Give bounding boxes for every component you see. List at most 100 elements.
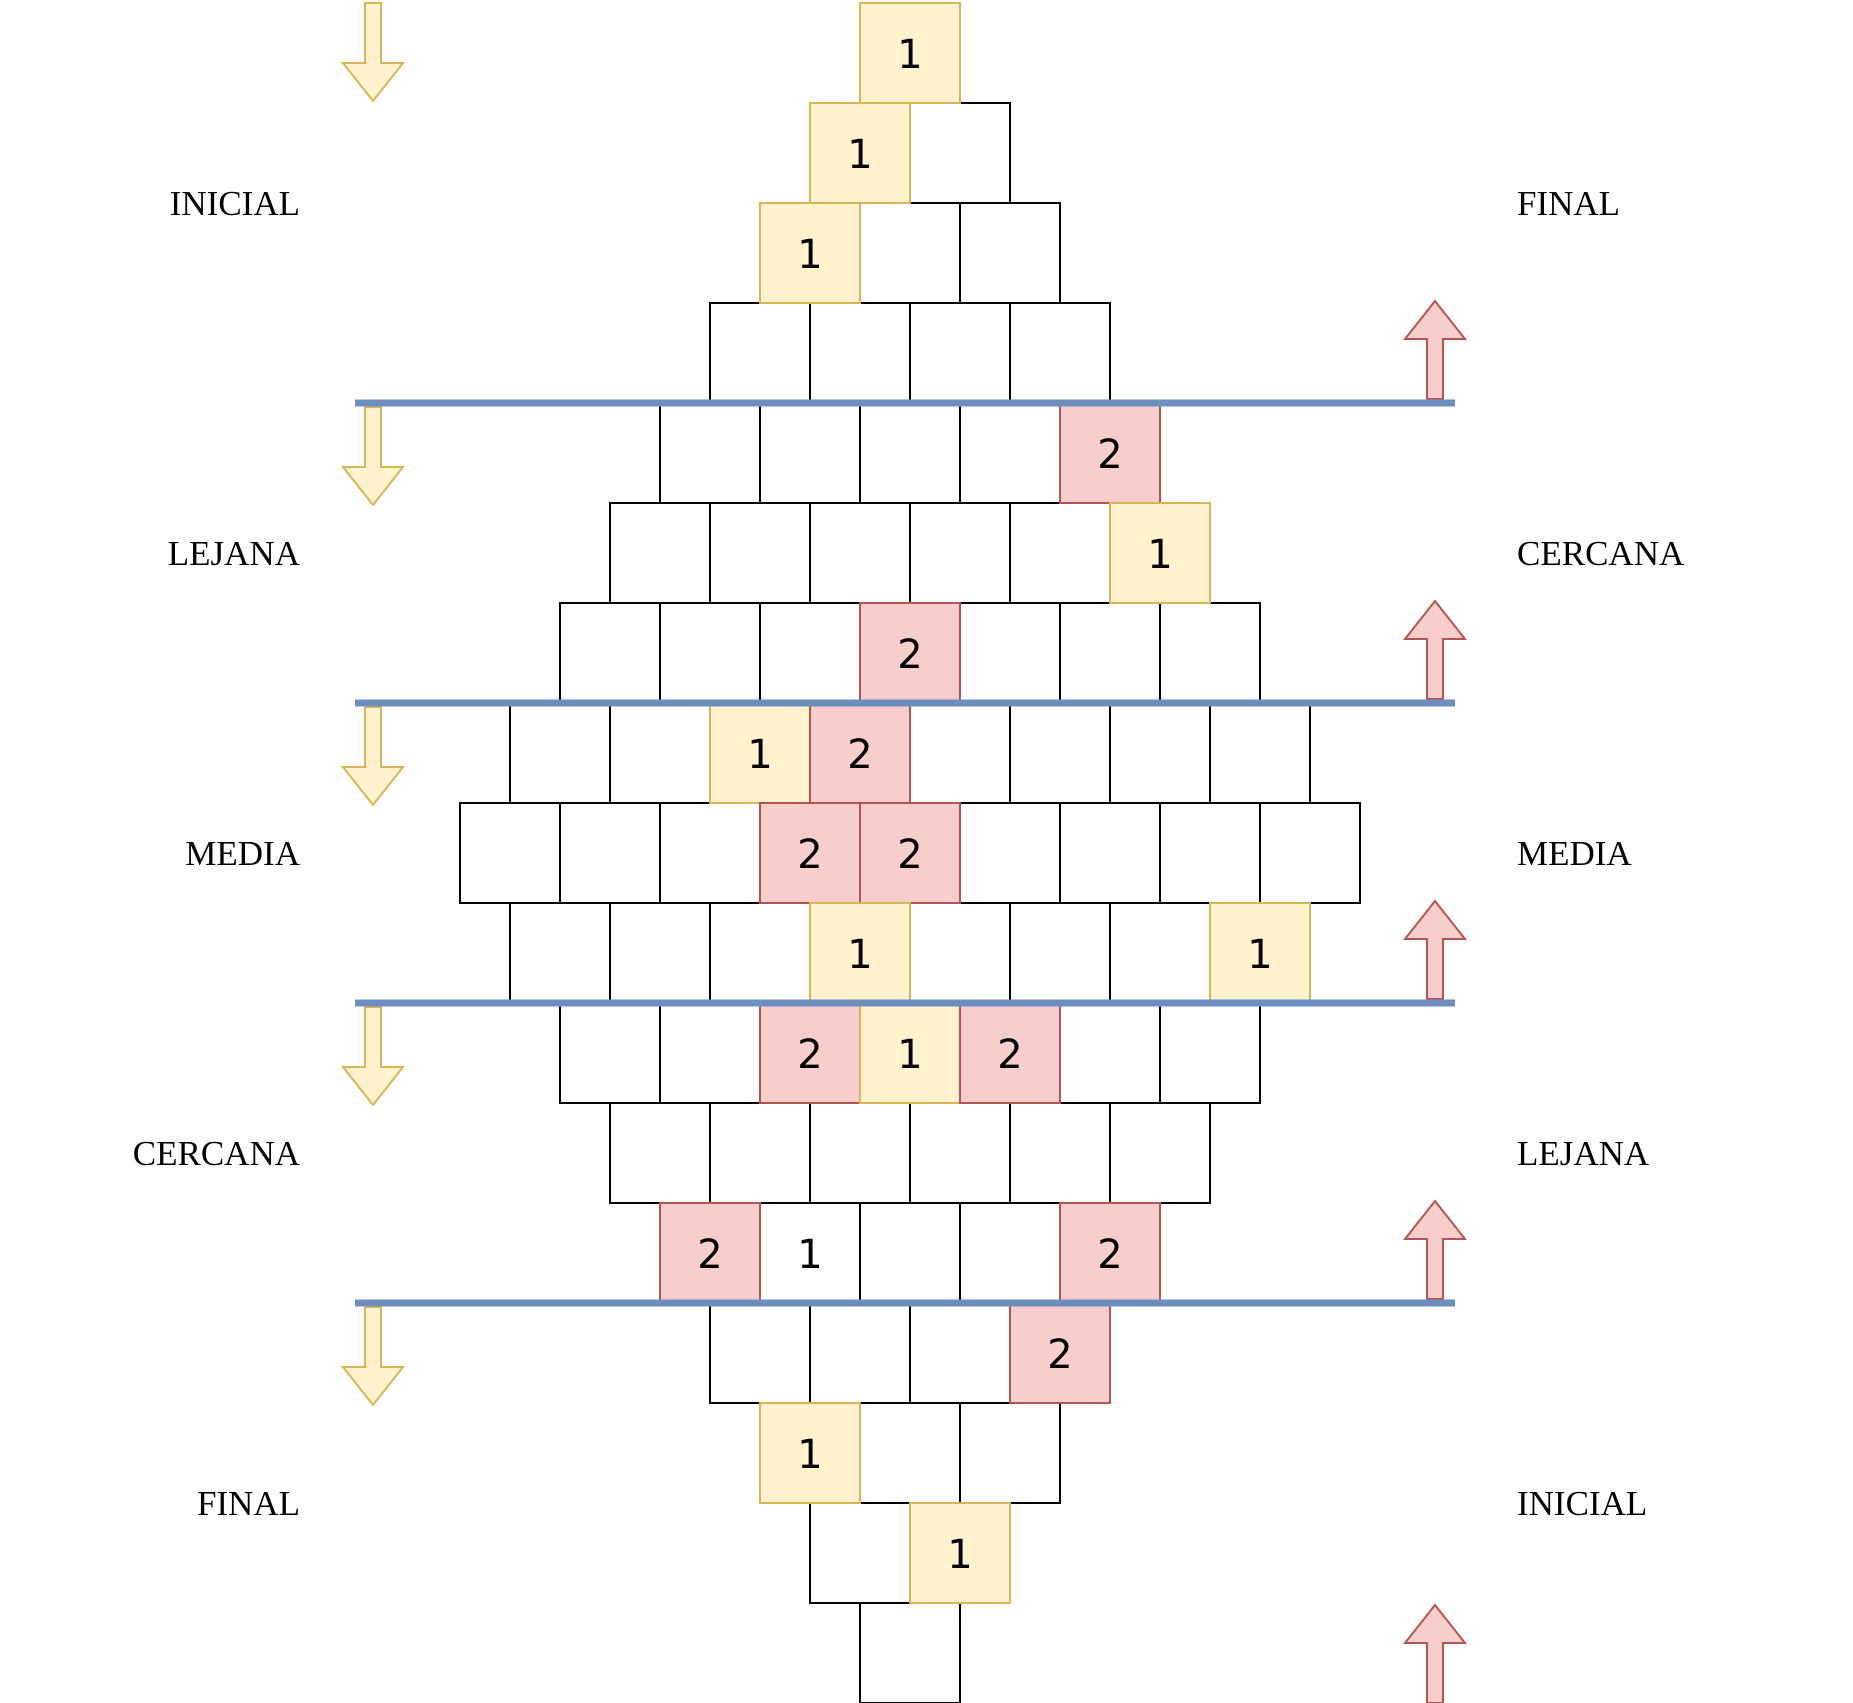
cell-box	[959, 1202, 1061, 1304]
grid-cell	[1159, 1002, 1261, 1104]
cell-box	[659, 602, 761, 704]
arrow-up-icon	[1402, 599, 1468, 700]
zone-label-right: LEJANA	[1517, 1134, 1650, 1173]
grid-cell: 2	[659, 1202, 761, 1304]
cell-value: 1	[947, 1532, 972, 1578]
cell-box	[1009, 702, 1111, 804]
cell-box	[1209, 702, 1311, 804]
cell-value: 1	[1147, 532, 1172, 578]
cell-box	[759, 202, 861, 304]
cell-box	[1059, 1202, 1161, 1304]
grid-cell	[1259, 802, 1361, 904]
cell-box	[809, 1502, 911, 1604]
cell-box	[759, 1402, 861, 1504]
grid-cell	[909, 702, 1011, 804]
cell-box	[909, 502, 1011, 604]
cell-box	[859, 802, 961, 904]
cell-box	[759, 602, 861, 704]
grid-cell: 2	[809, 702, 911, 804]
cell-box	[909, 1102, 1011, 1204]
zone-label-right: FINAL	[1517, 184, 1620, 223]
cell-box	[809, 902, 911, 1004]
grid-cell	[1059, 1002, 1161, 1104]
grid-cell	[1009, 902, 1111, 1004]
cell-box	[959, 202, 1061, 304]
grid-cell	[509, 702, 611, 804]
cell-box	[859, 1602, 961, 1703]
cell-box	[1109, 1102, 1211, 1204]
grid-cell	[809, 302, 911, 404]
cell-box	[709, 702, 811, 804]
grid-cell	[709, 1102, 811, 1204]
cell-value: 2	[1097, 432, 1122, 478]
cell-box	[659, 1202, 761, 1304]
grid-cell	[1009, 702, 1111, 804]
arrow-up-icon	[1402, 299, 1468, 400]
cell-box	[659, 1002, 761, 1104]
grid-cell	[1059, 802, 1161, 904]
cell-box	[1059, 602, 1161, 704]
grid-cell: 2	[1059, 402, 1161, 504]
cell-box	[1009, 902, 1111, 1004]
grid-cell	[1009, 502, 1111, 604]
cell-box	[1059, 1002, 1161, 1104]
cell-grid: 1 1 1 1 2 1 2 1 2 2 2 1 1 2 1 2 2 2 2 1 1	[459, 2, 1361, 1703]
cell-value: 2	[1047, 1332, 1072, 1378]
cell-box	[909, 102, 1011, 204]
right-arrows	[1402, 299, 1468, 1703]
left-zone-labels: INICIAL LEJANA MEDIA CERCANA FINAL	[133, 184, 301, 1523]
grid-cell: 1	[759, 1202, 861, 1304]
zone-label-right: INICIAL	[1517, 1484, 1647, 1523]
grid-cell	[909, 1302, 1011, 1404]
grid-cell	[559, 802, 661, 904]
grid-cell	[709, 1302, 811, 1404]
cell-box	[909, 902, 1011, 1004]
grid-cell	[659, 802, 761, 904]
grid-cell	[859, 402, 961, 504]
grid-cell	[1109, 1102, 1211, 1204]
arrow-down-icon	[340, 406, 406, 507]
cell-box	[959, 802, 1061, 904]
cell-value: 2	[697, 1232, 722, 1278]
grid-cell	[959, 1402, 1061, 1504]
grid-cell	[909, 502, 1011, 604]
grid-cell: 1	[859, 2, 961, 104]
cell-box	[709, 1302, 811, 1404]
grid-cell: 1	[809, 102, 911, 204]
cell-value: 1	[897, 1032, 922, 1078]
cell-value: 1	[847, 132, 872, 178]
grid-cell: 1	[909, 1502, 1011, 1604]
right-zone-labels: FINAL CERCANA MEDIA LEJANA INICIAL	[1517, 184, 1685, 1523]
cell-box	[609, 502, 711, 604]
grid-cell	[809, 1502, 911, 1604]
cell-box	[1259, 802, 1361, 904]
cell-value: 2	[997, 1032, 1022, 1078]
cell-value: 1	[797, 232, 822, 278]
grid-cell: 2	[759, 802, 861, 904]
cell-box	[809, 1102, 911, 1204]
grid-cell	[759, 602, 861, 704]
cell-box	[809, 102, 911, 204]
grid-cell	[609, 902, 711, 1004]
cell-box	[809, 1302, 911, 1404]
cell-box	[1059, 802, 1161, 904]
grid-cell	[909, 302, 1011, 404]
grid-cell	[959, 202, 1061, 304]
cell-value: 2	[897, 632, 922, 678]
cell-box	[709, 302, 811, 404]
grid-cell	[909, 102, 1011, 204]
cell-box	[709, 502, 811, 604]
cell-box	[559, 802, 661, 904]
arrow-down-icon	[340, 1306, 406, 1407]
cell-value: 1	[847, 932, 872, 978]
left-arrows	[340, 2, 406, 1407]
grid-cell	[1159, 802, 1261, 904]
cell-box	[859, 1202, 961, 1304]
grid-cell	[809, 502, 911, 604]
grid-cell	[1009, 1102, 1111, 1204]
cell-box	[559, 1002, 661, 1104]
cell-box	[1109, 502, 1211, 604]
cell-box	[959, 402, 1061, 504]
cell-box	[1109, 902, 1211, 1004]
